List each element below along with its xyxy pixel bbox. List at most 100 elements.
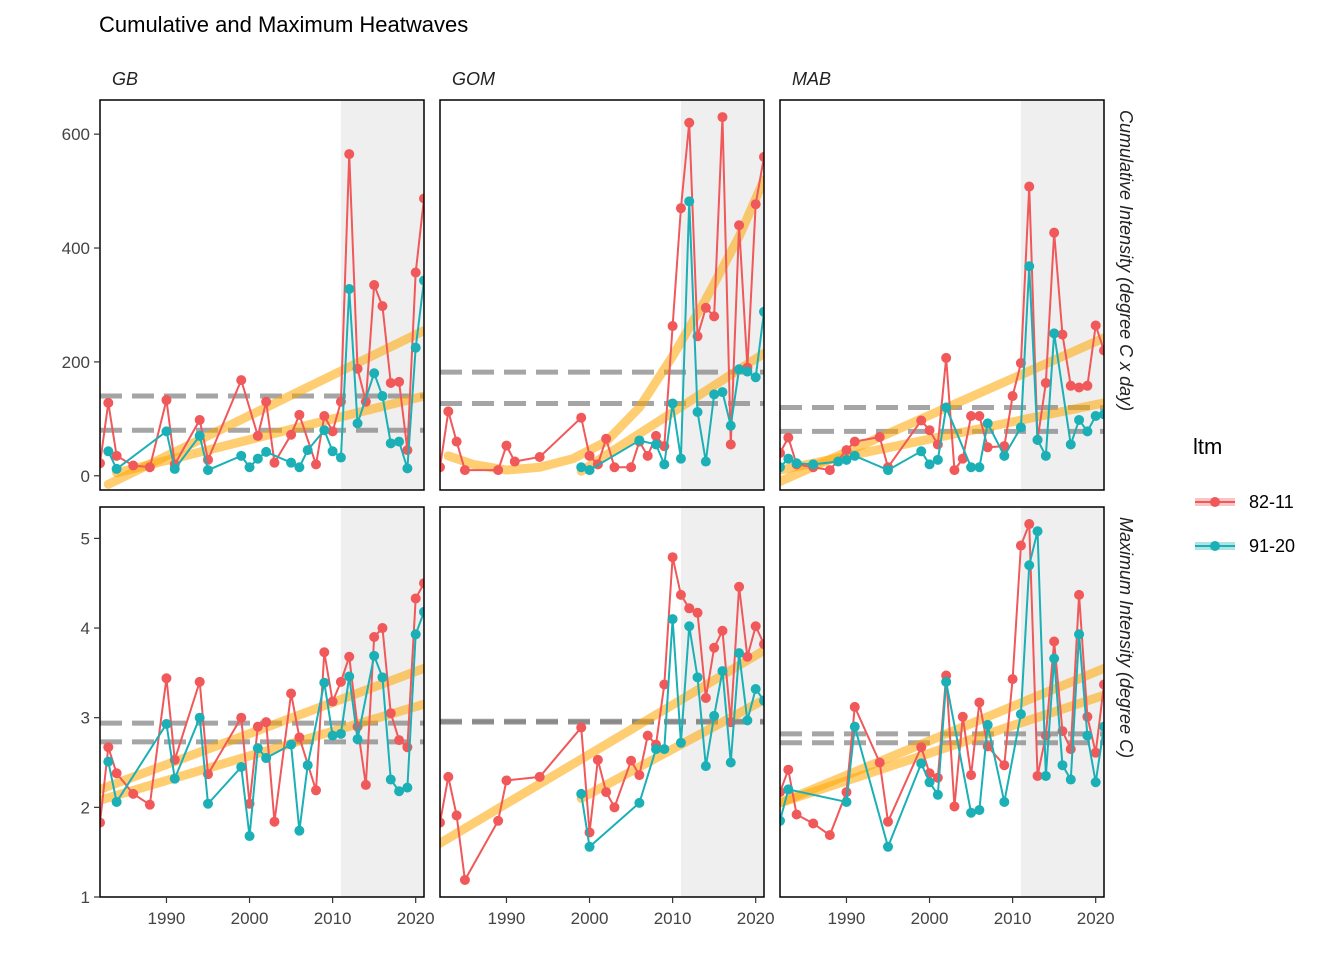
legend-label: 91-20 bbox=[1249, 535, 1296, 556]
data-point-82-11 bbox=[576, 722, 587, 733]
data-point-82-11 bbox=[311, 459, 321, 470]
data-point-91-20 bbox=[1082, 730, 1093, 741]
data-point-82-11 bbox=[459, 874, 470, 885]
y-tick-label: 2 bbox=[81, 798, 90, 817]
chart-title: Cumulative and Maximum Heatwaves bbox=[99, 12, 469, 37]
data-point-91-20 bbox=[1024, 261, 1035, 272]
data-point-91-20 bbox=[924, 459, 935, 470]
data-point-82-11 bbox=[750, 199, 761, 210]
data-point-91-20 bbox=[759, 695, 764, 706]
data-point-91-20 bbox=[1032, 526, 1043, 537]
data-point-91-20 bbox=[742, 366, 753, 377]
data-point-91-20 bbox=[1090, 410, 1101, 421]
data-point-91-20 bbox=[692, 407, 703, 417]
data-point-91-20 bbox=[667, 398, 678, 409]
x-tick-label: 2020 bbox=[737, 909, 775, 928]
data-point-91-20 bbox=[717, 666, 728, 677]
data-point-82-11 bbox=[100, 817, 105, 828]
data-point-91-20 bbox=[999, 796, 1010, 807]
panel-border bbox=[439, 506, 765, 898]
panel-border bbox=[99, 506, 425, 898]
data-point-82-11 bbox=[783, 432, 794, 443]
data-point-91-20 bbox=[111, 796, 122, 807]
y-tick-label: 4 bbox=[81, 619, 90, 638]
y-tick-label: 200 bbox=[62, 353, 90, 372]
x-tick-label: 2000 bbox=[571, 909, 609, 928]
y-tick-label: 600 bbox=[62, 125, 90, 144]
data-point-91-20 bbox=[111, 463, 122, 474]
data-point-82-11 bbox=[717, 112, 728, 123]
data-point-82-11 bbox=[601, 433, 612, 444]
row-strip: Cumulative Intensity (degree C x day) bbox=[1116, 110, 1136, 411]
data-point-82-11 bbox=[966, 410, 977, 421]
data-point-82-11 bbox=[709, 311, 720, 322]
data-point-82-11 bbox=[734, 220, 745, 231]
facet-label-GOM: GOM bbox=[452, 69, 495, 89]
data-point-91-20 bbox=[974, 462, 985, 473]
data-point-91-20 bbox=[1082, 426, 1093, 437]
facet-label-GB: GB bbox=[112, 69, 138, 89]
data-point-91-20 bbox=[932, 789, 943, 800]
data-point-82-11 bbox=[419, 578, 424, 589]
data-point-91-20 bbox=[194, 712, 205, 723]
data-point-82-11 bbox=[327, 426, 338, 437]
data-point-82-11 bbox=[874, 432, 885, 443]
data-point-82-11 bbox=[103, 397, 114, 408]
data-point-91-20 bbox=[1065, 439, 1076, 450]
data-point-91-20 bbox=[203, 798, 213, 809]
data-point-91-20 bbox=[410, 629, 421, 640]
data-point-82-11 bbox=[759, 151, 764, 162]
data-point-82-11 bbox=[684, 117, 695, 128]
legend-label: 82-11 bbox=[1249, 491, 1294, 512]
data-point-91-20 bbox=[385, 774, 396, 785]
data-point-82-11 bbox=[941, 352, 952, 363]
data-point-91-20 bbox=[261, 446, 272, 457]
data-point-91-20 bbox=[700, 761, 711, 772]
data-point-82-11 bbox=[144, 799, 155, 810]
data-point-82-11 bbox=[327, 696, 338, 707]
data-point-82-11 bbox=[286, 429, 297, 440]
data-point-82-11 bbox=[269, 816, 280, 827]
data-point-91-20 bbox=[634, 435, 645, 446]
data-point-82-11 bbox=[311, 785, 321, 796]
data-point-91-20 bbox=[883, 465, 893, 476]
data-point-82-11 bbox=[717, 625, 728, 636]
data-point-91-20 bbox=[584, 841, 595, 852]
y-tick-label: 3 bbox=[81, 709, 90, 728]
legend: ltm 82-11 91-20 bbox=[1193, 434, 1295, 568]
panel-GOM-cumulative bbox=[440, 100, 764, 490]
data-point-82-11 bbox=[269, 457, 280, 468]
legend-item-82-11: 82-11 bbox=[1193, 480, 1295, 524]
data-point-91-20 bbox=[302, 760, 313, 771]
data-point-82-11 bbox=[700, 302, 711, 313]
data-point-91-20 bbox=[419, 275, 424, 286]
data-point-82-11 bbox=[144, 462, 155, 473]
data-point-91-20 bbox=[1099, 721, 1104, 732]
row-strip: Maximum Intensity (degree C) bbox=[1116, 517, 1136, 758]
data-point-91-20 bbox=[576, 788, 587, 799]
data-point-82-11 bbox=[841, 445, 852, 456]
data-point-82-11 bbox=[783, 764, 794, 775]
data-point-91-20 bbox=[319, 425, 330, 436]
data-point-82-11 bbox=[493, 815, 504, 826]
data-point-82-11 bbox=[626, 755, 637, 766]
data-point-91-20 bbox=[750, 372, 761, 383]
data-point-82-11 bbox=[1024, 181, 1035, 192]
data-point-82-11 bbox=[286, 688, 297, 699]
data-point-91-20 bbox=[369, 368, 380, 379]
data-point-91-20 bbox=[709, 710, 720, 721]
data-point-91-20 bbox=[999, 450, 1010, 461]
data-point-91-20 bbox=[849, 450, 860, 461]
data-point-91-20 bbox=[252, 453, 263, 464]
data-point-82-11 bbox=[949, 465, 960, 476]
data-point-91-20 bbox=[344, 284, 355, 295]
data-point-82-11 bbox=[734, 581, 745, 592]
data-point-91-20 bbox=[780, 815, 785, 826]
legend-title: ltm bbox=[1193, 434, 1223, 459]
data-point-91-20 bbox=[841, 454, 852, 465]
panel-border bbox=[779, 506, 1105, 898]
data-point-82-11 bbox=[709, 642, 720, 653]
data-point-91-20 bbox=[1040, 450, 1051, 461]
data-point-82-11 bbox=[100, 458, 105, 469]
data-point-82-11 bbox=[750, 621, 761, 632]
